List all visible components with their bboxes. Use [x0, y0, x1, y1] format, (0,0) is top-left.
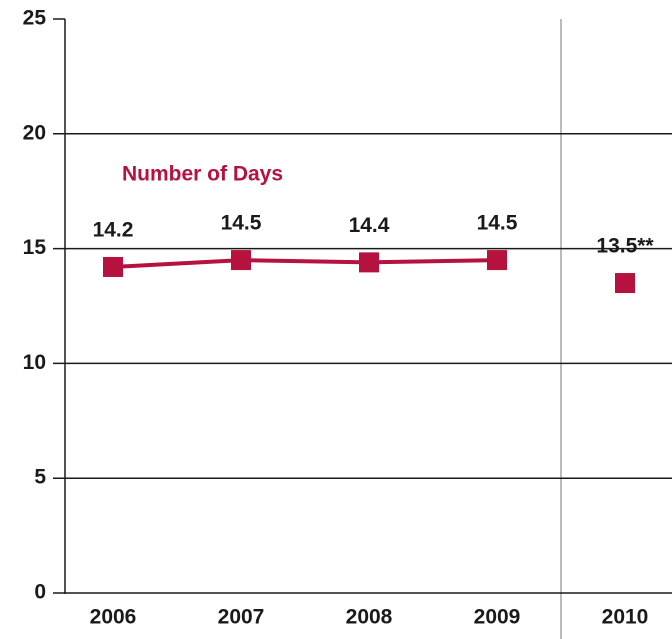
x-tick-label: 2010: [602, 606, 649, 629]
x-tick-label: 2009: [474, 606, 521, 629]
series-line: [112, 258, 498, 269]
data-point: [231, 250, 251, 271]
data-label: 13.5**: [596, 235, 654, 258]
y-tick-label: 25: [23, 7, 47, 30]
data-point: [487, 250, 507, 271]
data-point: [359, 252, 379, 273]
y-tick-label: 15: [23, 236, 47, 259]
y-tick-label: 5: [34, 466, 46, 489]
data-label: 14.4: [349, 214, 390, 237]
y-tick-label: 10: [23, 351, 46, 374]
data-label: 14.5: [477, 212, 518, 235]
data-point: [615, 273, 635, 294]
y-tick-label: 0: [34, 581, 46, 604]
data-label: 14.5: [221, 212, 262, 235]
y-tick-label: 20: [23, 121, 46, 144]
data-point: [103, 256, 123, 277]
x-tick-label: 2006: [90, 606, 137, 629]
data-label: 14.2: [93, 219, 134, 242]
x-tick-label: 2007: [218, 606, 265, 629]
legend-label: Number of Days: [122, 163, 283, 186]
x-tick-label: 2008: [346, 606, 393, 629]
